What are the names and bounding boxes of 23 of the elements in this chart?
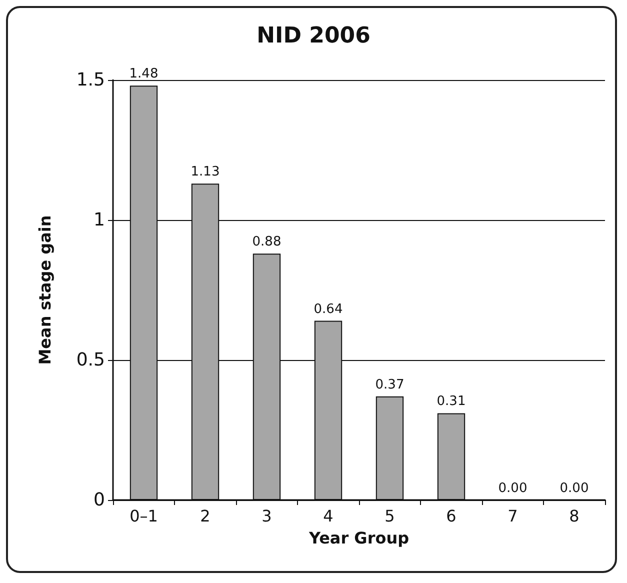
data-label: 0.00	[498, 481, 528, 496]
x-tick-label: 5	[384, 506, 395, 526]
x-tick-label: 4	[323, 506, 334, 526]
x-tick-label: 8	[569, 506, 580, 526]
x-axis-title: Year Group	[308, 528, 410, 548]
y-tick-label: 1.5	[76, 70, 105, 90]
x-tick-label: 0–1	[130, 506, 158, 526]
x-tick-label: 7	[508, 506, 518, 526]
data-label: 0.88	[252, 234, 282, 250]
data-label: 1.13	[190, 164, 220, 180]
chart-title: NID 2006	[256, 24, 370, 48]
data-label: 0.00	[560, 481, 589, 496]
x-tick-label: 6	[446, 506, 456, 526]
y-tick-label: 0	[94, 490, 105, 510]
y-tick-label: 0.5	[76, 350, 105, 370]
x-tick-label: 3	[262, 506, 272, 526]
data-label: 0.31	[436, 394, 466, 410]
y-tick-label: 1	[94, 210, 105, 230]
data-label: 0.64	[314, 302, 343, 317]
data-label: 0.37	[375, 377, 404, 392]
data-label: 1.48	[129, 66, 158, 82]
y-axis-title: Mean stage gain	[36, 215, 54, 365]
x-tick-label: 2	[200, 506, 210, 526]
